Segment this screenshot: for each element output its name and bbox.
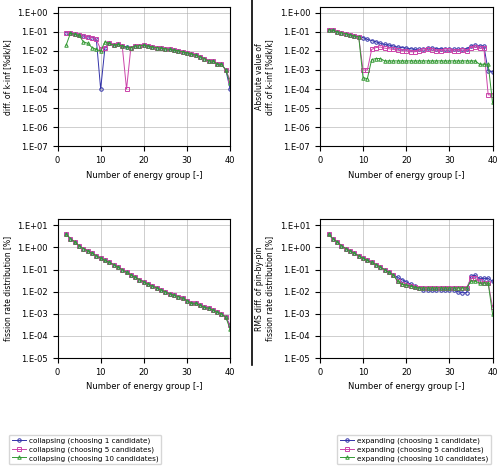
Y-axis label: Absolute value of
diff. of k-inf [%dk/k]: Absolute value of diff. of k-inf [%dk/k]	[0, 39, 12, 115]
Legend: collapsing (choosing 1 candidate), collapsing (choosing 5 candidates), collapsin: collapsing (choosing 1 candidate), colla…	[8, 435, 162, 464]
X-axis label: Number of energy group [-]: Number of energy group [-]	[348, 382, 465, 391]
Legend: expanding (choosing 1 candidate), expanding (choosing 5 candidates), expanding (: expanding (choosing 1 candidate), expand…	[337, 435, 492, 464]
X-axis label: Number of energy group [-]: Number of energy group [-]	[348, 170, 465, 180]
Y-axis label: RMS diff. of pin-by-pin
fission rate distribution [%]: RMS diff. of pin-by-pin fission rate dis…	[0, 236, 12, 341]
Y-axis label: RMS diff. of pin-by-pin
fission rate distribution [%]: RMS diff. of pin-by-pin fission rate dis…	[254, 236, 274, 341]
X-axis label: Number of energy group [-]: Number of energy group [-]	[86, 170, 202, 180]
X-axis label: Number of energy group [-]: Number of energy group [-]	[86, 382, 202, 391]
Y-axis label: Absolute value of
diff. of k-inf [%dk/k]: Absolute value of diff. of k-inf [%dk/k]	[254, 39, 274, 115]
